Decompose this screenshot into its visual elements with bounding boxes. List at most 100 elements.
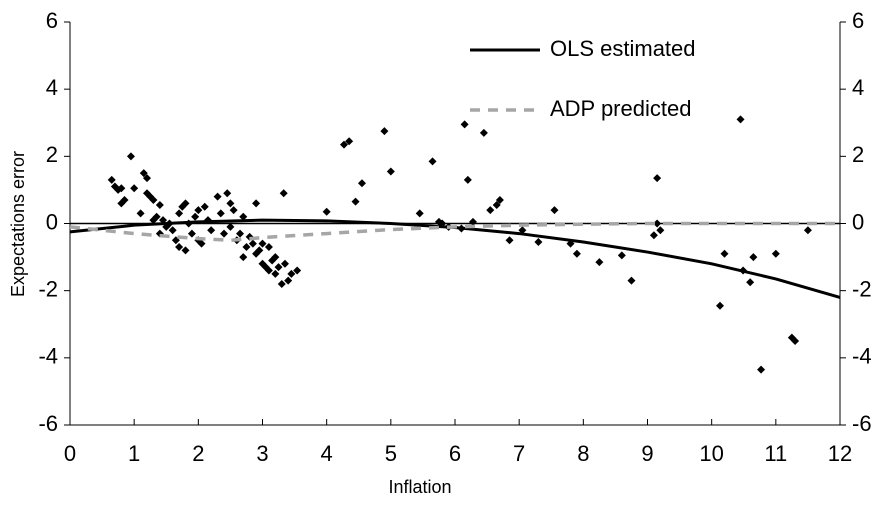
legend-label: ADP predicted [550,96,691,121]
x-tick-label: 2 [192,441,204,466]
data-point [716,301,725,310]
data-point [155,201,164,210]
data-point [200,202,209,211]
data-point [492,201,501,210]
data-point [252,199,261,208]
data-point [757,365,766,374]
data-point [271,253,280,262]
data-point [229,206,238,215]
y-tick-label: -6 [38,411,58,436]
data-point [223,189,232,198]
data-point [136,209,145,218]
data-point [139,169,148,178]
y2-tick-label: -6 [852,411,872,436]
data-point [236,229,245,238]
data-point [617,251,626,260]
data-point [293,266,302,275]
data-point [460,120,469,129]
data-point [126,152,135,161]
y-axis-label: Expectations error [8,151,28,297]
legend-label: OLS estimated [550,36,696,61]
data-point [380,127,389,136]
line-series [69,221,840,243]
data-point [505,236,514,245]
data-point [107,175,116,184]
y-tick-label: 6 [46,8,58,33]
y-tick-label: -4 [38,344,58,369]
data-point [550,206,559,215]
data-point [284,276,293,285]
data-point [749,253,758,262]
data-point [152,212,161,221]
data-point [386,167,395,176]
data-point [168,226,177,235]
data-point [187,229,196,238]
data-point [149,195,158,204]
data-point [428,157,437,166]
data-point [175,243,184,252]
y-tick-label: -2 [38,276,58,301]
data-point [274,263,283,272]
data-point [572,249,581,258]
data-point [495,195,504,204]
data-point [287,269,296,278]
data-point [279,189,288,198]
data-point [463,175,472,184]
data-point [239,253,248,262]
x-tick-label: 10 [699,441,723,466]
data-point [181,246,190,255]
data-point [486,206,495,215]
data-point [653,174,662,183]
data-point [258,239,267,248]
data-point [120,195,129,204]
data-point [216,209,225,218]
x-tick-label: 5 [385,441,397,466]
data-point [415,209,424,218]
y2-tick-label: 2 [852,142,864,167]
data-point [239,212,248,221]
x-axis-label: Inflation [388,477,451,497]
data-point [339,140,348,149]
data-point [248,239,257,248]
data-point [226,222,235,231]
data-point [803,226,812,235]
x-tick-label: 1 [128,441,140,466]
y2-tick-label: 6 [852,8,864,33]
data-point [357,179,366,188]
data-point [771,249,780,258]
data-point [181,199,190,208]
data-point [220,229,228,238]
x-tick-label: 11 [764,441,787,466]
data-point [264,243,273,252]
x-tick-label: 8 [577,441,589,466]
y2-tick-label: -4 [852,344,872,369]
data-point [213,192,222,201]
y-tick-label: 4 [46,75,58,100]
x-tick-label: 3 [256,441,268,466]
data-point [518,226,527,235]
x-tick-label: 6 [449,441,461,466]
x-tick-label: 7 [513,441,525,466]
data-point [736,115,745,124]
data-point [226,199,235,208]
data-point [255,246,264,255]
y-tick-label: 0 [46,209,58,234]
x-tick-label: 9 [641,441,653,466]
data-point [277,279,286,288]
y2-tick-label: 0 [852,209,864,234]
x-tick-label: 4 [321,441,333,466]
data-point [653,219,662,228]
x-tick-label: 12 [828,441,852,466]
y-tick-label: 2 [46,142,58,167]
data-point [468,217,477,226]
y2-tick-label: 4 [852,75,864,100]
data-point [720,249,729,258]
data-point [345,137,354,146]
x-tick-label: 0 [64,441,76,466]
data-point [746,278,755,287]
data-point [207,226,216,235]
data-point [649,231,658,240]
data-point [130,184,139,193]
data-point [242,243,251,252]
